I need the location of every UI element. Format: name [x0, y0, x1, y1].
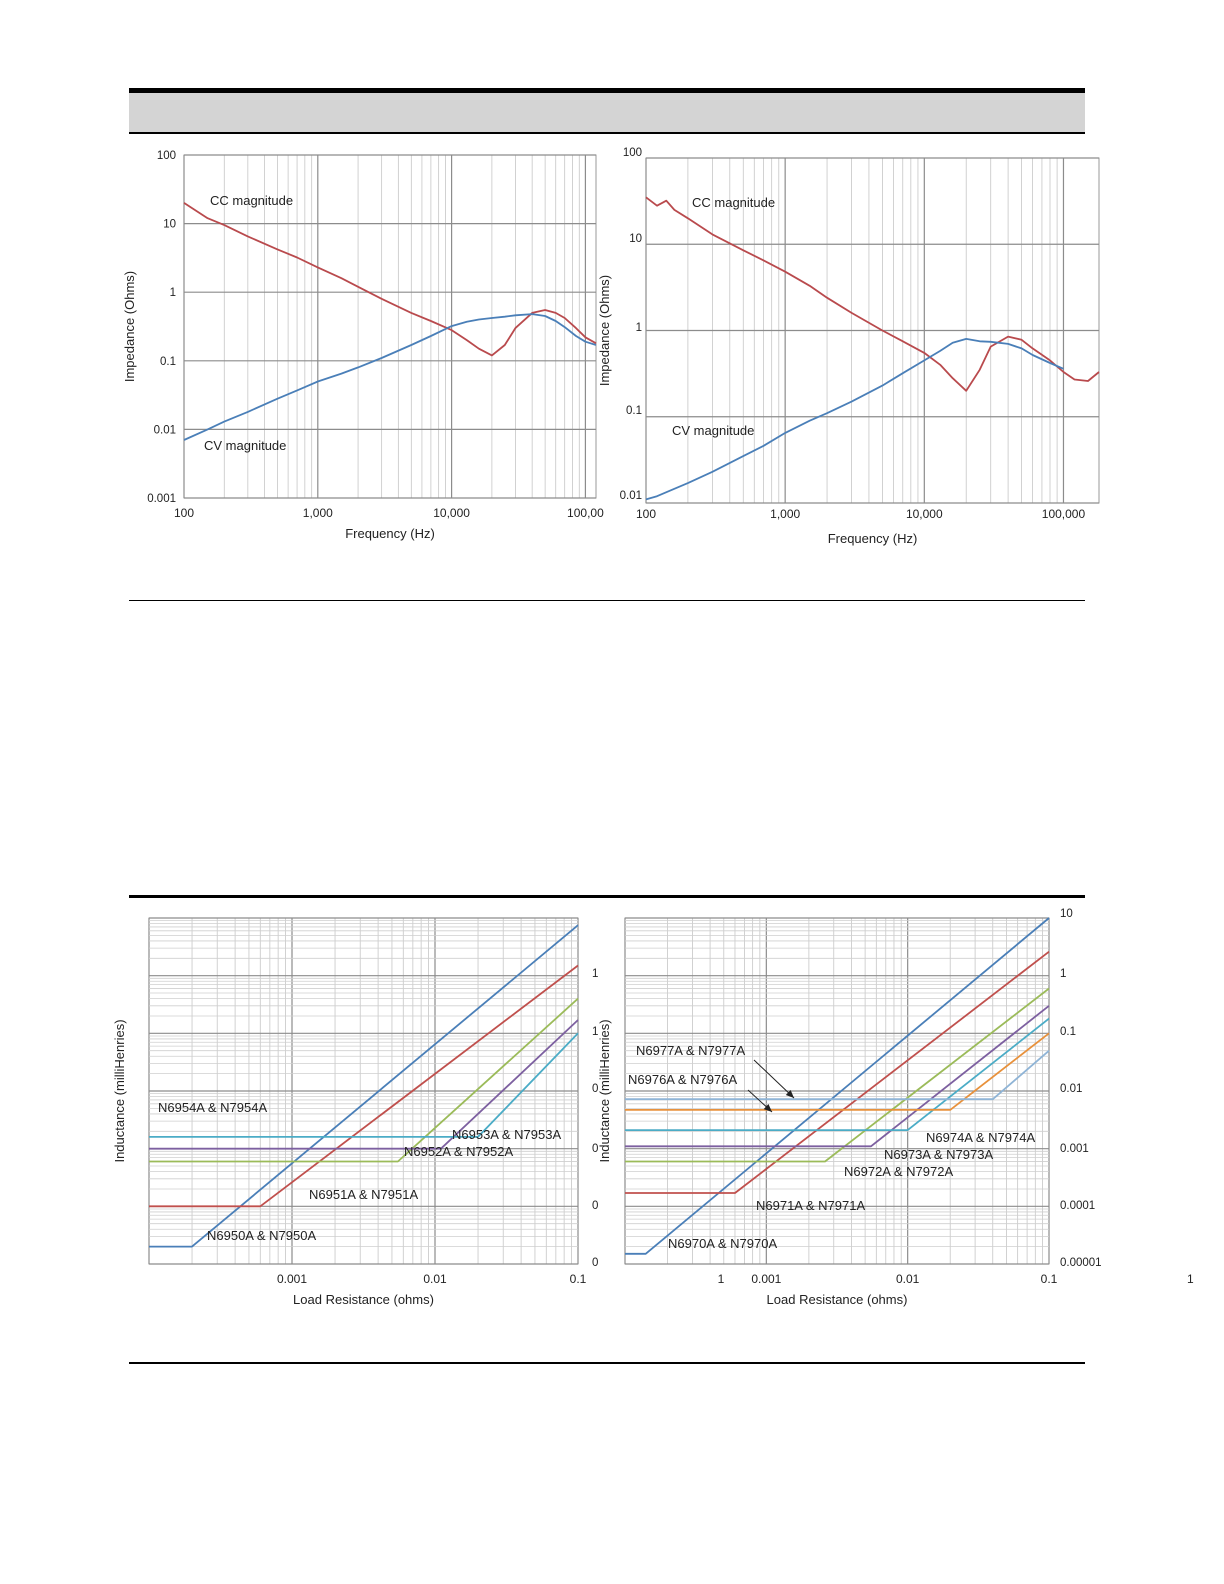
y-tick-label: 0.00001 — [1060, 1257, 1102, 1269]
x-tick-label: 0.01 — [423, 1272, 447, 1286]
series-label: N6954A & N7954A — [158, 1100, 267, 1115]
series-line-1 — [625, 950, 1050, 1194]
x-tick-label: 100 — [636, 507, 656, 521]
arrow-head-icon — [763, 1104, 772, 1112]
x-tick-label: 100,00 — [567, 506, 604, 520]
y-tick-label: 0.1 — [1060, 1026, 1076, 1038]
y-tick-label: 0.0001 — [1060, 1200, 1095, 1212]
x-tick-label: 100 — [174, 506, 194, 520]
section-divider-1 — [129, 600, 1085, 601]
series-label: N6951A & N7951A — [309, 1187, 418, 1202]
y-tick-label: 0.001 — [147, 493, 176, 505]
x-tick-label: 0.1 — [1041, 1272, 1058, 1286]
series-line-1 — [645, 337, 1064, 501]
y-axis-label: Inductance (milliHenries) — [597, 1019, 612, 1162]
y-tick-label: 1 — [170, 287, 176, 299]
series-line-4 — [625, 1017, 1050, 1131]
x-tick-label: 1,000 — [303, 506, 333, 520]
series-label: N6971A & N7971A — [756, 1198, 865, 1213]
x-tick-label: 0.001 — [277, 1272, 307, 1286]
series-line-1 — [183, 313, 597, 441]
y-tick-label: 1 — [592, 1026, 598, 1038]
series-line-4 — [149, 1032, 579, 1138]
curve-annotation: CC magnitude — [210, 193, 293, 208]
header-banner — [129, 90, 1085, 134]
x-tick-label: 10,000 — [433, 506, 470, 520]
y-tick-label: 10 — [629, 233, 642, 245]
x-tick-label: 1,000 — [770, 507, 800, 521]
y-tick-label: 100 — [157, 150, 176, 162]
x-tick-label: 100,000 — [1042, 507, 1086, 521]
series-line-6 — [625, 1050, 1050, 1101]
y-tick-label: 0 — [592, 1257, 598, 1269]
x-axis-label: Load Resistance (ohms) — [767, 1292, 908, 1307]
x-axis-label: Frequency (Hz) — [345, 526, 435, 541]
series-label: N6970A & N7970A — [668, 1236, 777, 1251]
series-line-2 — [149, 997, 579, 1163]
series-line-3 — [625, 1005, 1050, 1148]
y-tick-label: 0.1 — [626, 405, 642, 417]
y-tick-label: 0.1 — [160, 356, 176, 368]
y-tick-label: 0.01 — [1060, 1083, 1082, 1095]
y-tick-label: 1 — [636, 322, 642, 334]
x-tick-label: 1 — [718, 1272, 725, 1286]
series-label: N6977A & N7977A — [636, 1043, 745, 1058]
series-label: N6976A & N7976A — [628, 1072, 737, 1087]
series-line-0 — [625, 917, 1050, 1255]
series-line-2 — [625, 987, 1050, 1163]
top-rule — [129, 88, 1085, 91]
y-tick-label: 0 — [592, 1083, 598, 1095]
x-tick-label: 0.01 — [896, 1272, 920, 1286]
y-tick-label: 0 — [592, 1200, 598, 1212]
series-line-5 — [625, 1032, 1050, 1111]
series-line-1 — [149, 964, 579, 1208]
x-axis-label: Frequency (Hz) — [828, 531, 918, 546]
y-tick-label: 10 — [1060, 908, 1073, 920]
x-tick-label: 0.1 — [570, 1272, 587, 1286]
section-divider-2 — [129, 895, 1085, 898]
y-axis-label: Impedance (Ohms) — [597, 275, 612, 386]
x-tick-label: 0.001 — [751, 1272, 781, 1286]
section-divider-3 — [129, 1362, 1085, 1364]
series-line-0 — [183, 202, 597, 357]
curve-annotation: CV magnitude — [204, 438, 286, 453]
series-label: N6952A & N7952A — [404, 1144, 513, 1159]
y-tick-label: 0 — [592, 1143, 598, 1155]
series-label: N6972A & N7972A — [844, 1164, 953, 1179]
callout-arrow-line — [753, 1059, 795, 1099]
plot-area — [183, 154, 597, 499]
y-axis-label: Inductance (milliHenries) — [112, 1019, 127, 1162]
y-tick-label: 0.01 — [620, 490, 642, 502]
series-line-0 — [645, 196, 1100, 392]
series-label: N6950A & N7950A — [207, 1228, 316, 1243]
series-line-3 — [149, 1019, 579, 1150]
series-label: N6953A & N7953A — [452, 1127, 561, 1142]
x-tick-label: 10,000 — [906, 507, 943, 521]
series-label: N6973A & N7973A — [884, 1147, 993, 1162]
curve-annotation: CV magnitude — [672, 423, 754, 438]
curve-annotation: CC magnitude — [692, 195, 775, 210]
x-axis-label: Load Resistance (ohms) — [293, 1292, 434, 1307]
y-tick-label: 100 — [623, 147, 642, 159]
x-tick-label: 1 — [1187, 1272, 1194, 1286]
y-tick-label: 10 — [163, 219, 176, 231]
arrow-head-icon — [785, 1089, 794, 1098]
y-tick-label: 0.01 — [154, 424, 176, 436]
y-tick-label: 0.001 — [1060, 1143, 1089, 1155]
y-tick-label: 1 — [1060, 968, 1066, 980]
y-axis-label: Impedance (Ohms) — [122, 271, 137, 382]
series-line-0 — [149, 924, 579, 1248]
series-label: N6974A & N7974A — [926, 1130, 1035, 1145]
y-tick-label: 1 — [592, 968, 598, 980]
